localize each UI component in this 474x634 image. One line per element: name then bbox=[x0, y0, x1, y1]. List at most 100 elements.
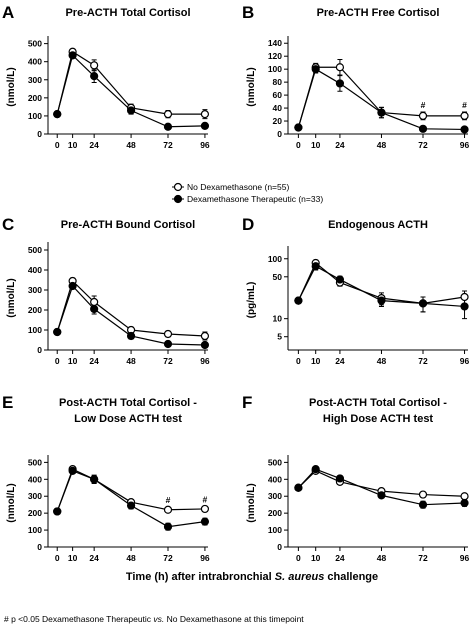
data-point bbox=[460, 292, 469, 302]
panel-title: High Dose ACTH test bbox=[323, 413, 434, 425]
y-tick-label: 100 bbox=[28, 325, 42, 335]
x-tick-label: 24 bbox=[335, 140, 345, 150]
x-tick-label: 72 bbox=[418, 553, 428, 563]
significance-marker: # bbox=[166, 495, 171, 505]
data-point bbox=[163, 339, 173, 349]
x-tick-label: 48 bbox=[126, 553, 136, 563]
y-tick-label: 400 bbox=[28, 474, 42, 484]
data-point bbox=[335, 79, 345, 88]
data-point bbox=[68, 281, 77, 291]
y-tick-label: 0 bbox=[37, 345, 42, 355]
x-tick-label: 0 bbox=[296, 553, 301, 563]
x-tick-label: 10 bbox=[68, 140, 78, 150]
series-line bbox=[297, 68, 465, 131]
data-point bbox=[53, 110, 62, 119]
x-tick-label: 10 bbox=[68, 553, 78, 563]
y-tick-label: 100 bbox=[28, 525, 42, 535]
x-tick-label: 96 bbox=[200, 356, 210, 366]
x-tick-label: 48 bbox=[377, 356, 387, 366]
data-point bbox=[90, 297, 99, 307]
data-point bbox=[377, 491, 386, 500]
data-point bbox=[90, 304, 99, 314]
y-tick-label: 200 bbox=[28, 508, 42, 518]
x-tick-label: 96 bbox=[200, 553, 210, 563]
data-point bbox=[460, 125, 469, 134]
data-point bbox=[335, 275, 345, 284]
data-point bbox=[90, 72, 99, 81]
y-tick-label: 20 bbox=[273, 116, 283, 126]
y-tick-label: 300 bbox=[28, 75, 42, 85]
data-point bbox=[68, 51, 77, 60]
x-label-part: S. aureus bbox=[275, 571, 325, 583]
y-tick-label: 300 bbox=[28, 491, 42, 501]
y-axis-label: (nmol/L) bbox=[246, 483, 257, 522]
panel-title: Post-ACTH Total Cortisol - bbox=[309, 397, 447, 409]
series-line bbox=[297, 66, 465, 128]
x-tick-label: 72 bbox=[418, 356, 428, 366]
data-point bbox=[294, 483, 303, 492]
y-tick-label: 0 bbox=[37, 542, 42, 552]
y-tick-label: 0 bbox=[277, 542, 282, 552]
x-tick-label: 0 bbox=[55, 553, 60, 563]
y-tick-label: 200 bbox=[28, 93, 42, 103]
y-axis-label: (nmol/L) bbox=[246, 67, 257, 106]
data-point bbox=[90, 61, 99, 70]
data-point bbox=[53, 507, 62, 516]
series-line bbox=[56, 50, 205, 115]
y-tick-label: 80 bbox=[273, 77, 283, 87]
significance-marker: # bbox=[421, 100, 426, 110]
data-point bbox=[200, 340, 210, 350]
data-point bbox=[294, 123, 303, 132]
significance-marker: # bbox=[203, 494, 208, 504]
y-tick-label: 500 bbox=[268, 457, 282, 467]
data-point bbox=[418, 299, 428, 308]
y-axis-label: (pg/mL) bbox=[246, 282, 257, 319]
panel-title: Low Dose ACTH test bbox=[74, 413, 182, 425]
data-point bbox=[126, 106, 136, 115]
data-point bbox=[311, 262, 320, 271]
footnote-part: # p <0.05 Dexamethasone Therapeutic bbox=[4, 614, 153, 624]
x-tick-label: 10 bbox=[68, 356, 78, 366]
x-tick-label: 72 bbox=[163, 356, 173, 366]
data-point bbox=[68, 466, 77, 475]
x-tick-label: 24 bbox=[89, 553, 99, 563]
x-label-part: challenge bbox=[324, 571, 378, 583]
x-tick-label: 96 bbox=[460, 356, 470, 366]
x-tick-label: 72 bbox=[163, 553, 173, 563]
footnote: # p <0.05 Dexamethasone Therapeutic vs. … bbox=[4, 614, 304, 624]
y-tick-label: 120 bbox=[268, 51, 282, 61]
x-tick-label: 24 bbox=[335, 356, 345, 366]
y-tick-label: 60 bbox=[273, 90, 283, 100]
panel-letter: E bbox=[2, 393, 13, 412]
y-tick-label: 140 bbox=[268, 38, 282, 48]
panel-title: Post-ACTH Total Cortisol - bbox=[59, 397, 197, 409]
y-tick-label: 0 bbox=[37, 129, 42, 139]
data-point bbox=[200, 517, 210, 526]
data-point bbox=[163, 505, 173, 514]
x-tick-label: 0 bbox=[55, 356, 60, 366]
data-point bbox=[163, 110, 173, 119]
y-tick-label: 500 bbox=[28, 457, 42, 467]
data-point bbox=[90, 475, 99, 484]
y-tick-label: 500 bbox=[28, 245, 42, 255]
y-tick-label: 200 bbox=[268, 508, 282, 518]
y-axis-label: (nmol/L) bbox=[6, 278, 17, 317]
data-point bbox=[377, 296, 386, 305]
data-point bbox=[294, 296, 303, 305]
x-tick-label: 0 bbox=[296, 356, 301, 366]
x-tick-label: 48 bbox=[377, 140, 387, 150]
data-point bbox=[200, 504, 210, 514]
significance-marker: # bbox=[462, 100, 467, 110]
x-tick-label: 48 bbox=[377, 553, 387, 563]
data-point bbox=[377, 108, 386, 117]
x-tick-label: 10 bbox=[311, 356, 321, 366]
legend-label: No Dexamethasone (n=55) bbox=[187, 182, 289, 192]
x-tick-label: 10 bbox=[311, 140, 321, 150]
series-line bbox=[56, 54, 205, 128]
data-point bbox=[460, 492, 469, 501]
data-point bbox=[311, 65, 320, 74]
x-tick-label: 96 bbox=[460, 140, 470, 150]
data-point bbox=[126, 501, 136, 510]
data-point bbox=[418, 111, 428, 120]
data-point bbox=[53, 327, 62, 337]
